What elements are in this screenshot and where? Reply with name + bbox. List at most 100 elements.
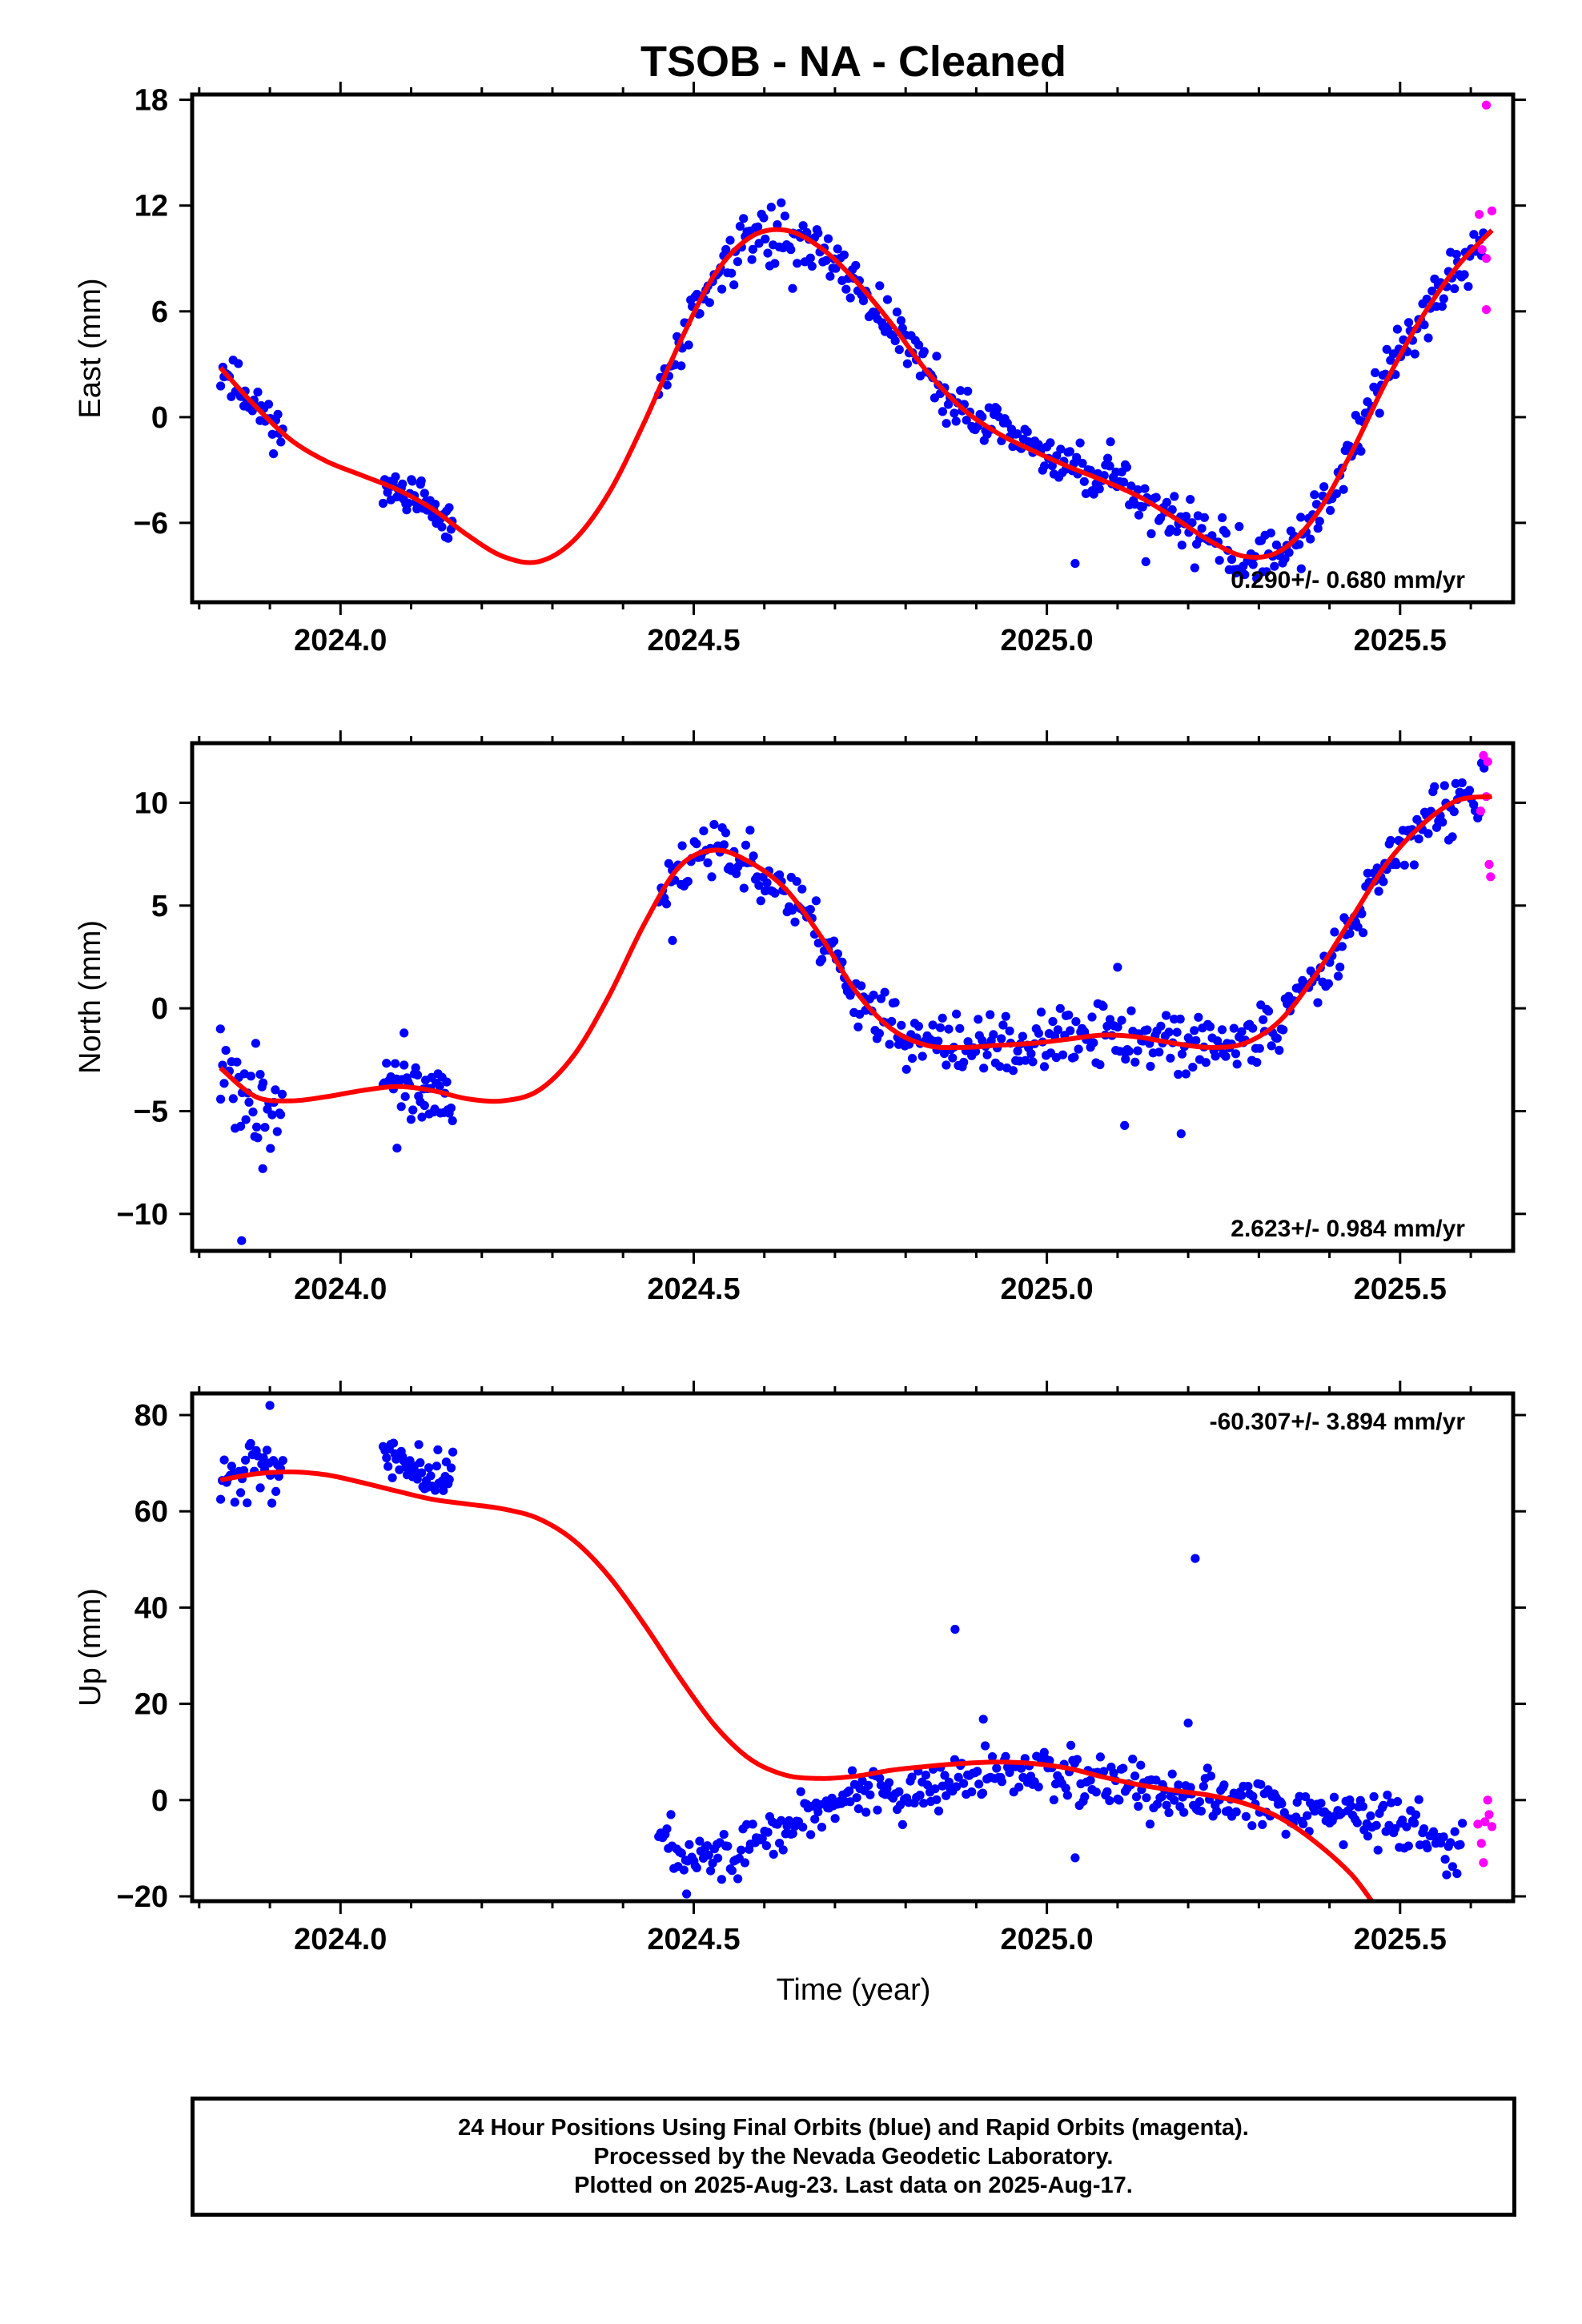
north-final-point	[1191, 1035, 1201, 1045]
north-final-point	[935, 1023, 946, 1032]
up-plot-frame	[190, 1391, 1516, 1904]
north-final-point	[248, 1108, 258, 1117]
up-final-point	[426, 1471, 436, 1481]
up-final-point	[387, 1473, 397, 1482]
up-final-point	[1114, 1795, 1124, 1805]
east-final-point	[793, 259, 802, 268]
north-final-point	[869, 991, 878, 1000]
up-final-point	[1145, 1819, 1155, 1829]
north-final-point	[241, 1115, 251, 1124]
east-final-point	[1422, 294, 1431, 304]
north-final-point	[391, 1059, 400, 1068]
up-final-point	[915, 1791, 925, 1800]
up-y-axis-label: Up (mm)	[74, 1588, 107, 1707]
north-rapid-point	[1476, 806, 1485, 816]
north-final-point	[1357, 909, 1367, 919]
north-final-point	[944, 1024, 954, 1034]
east-final-point	[444, 533, 453, 543]
east-final-point	[1151, 493, 1161, 502]
east-final-point	[1122, 462, 1131, 472]
up-final-point	[216, 1494, 226, 1504]
up-final-point	[1212, 1806, 1222, 1816]
north-final-point	[982, 1050, 992, 1059]
up-final-point	[1393, 1797, 1403, 1807]
east-final-point	[378, 498, 388, 509]
up-final-point	[894, 1787, 904, 1796]
north-final-point	[1121, 1055, 1130, 1064]
east-final-point	[786, 245, 796, 255]
up-final-point	[702, 1841, 713, 1851]
north-final-point	[986, 1010, 995, 1019]
north-final-point	[1175, 1014, 1185, 1024]
north-final-point	[1379, 877, 1388, 887]
north-final-point	[1263, 1007, 1274, 1016]
up-final-point	[1206, 1771, 1216, 1781]
east-final-point	[773, 220, 782, 230]
north-final-point	[1064, 1010, 1074, 1020]
north-final-point	[1330, 927, 1339, 937]
north-final-point	[435, 1081, 444, 1091]
north-final-point	[1457, 778, 1467, 788]
up-final-point	[1099, 1767, 1109, 1776]
north-final-point	[1177, 1049, 1187, 1059]
north-final-point	[218, 1060, 227, 1070]
up-final-point	[1403, 1841, 1413, 1851]
north-final-point	[260, 1123, 270, 1132]
north-final-point	[448, 1116, 457, 1126]
east-final-point	[984, 403, 994, 412]
up-final-point	[1049, 1795, 1058, 1805]
up-model-curve	[219, 1469, 1374, 1901]
north-final-point	[1008, 1066, 1018, 1076]
east-final-point	[1056, 444, 1066, 454]
up-final-point	[424, 1463, 434, 1473]
east-final-point	[1331, 489, 1341, 499]
north-final-point	[1201, 1058, 1211, 1068]
east-final-point	[1218, 513, 1227, 523]
east-final-point	[1427, 286, 1437, 296]
up-final-point	[785, 1815, 794, 1826]
north-final-point	[1117, 1015, 1126, 1025]
up-final-point	[679, 1865, 689, 1875]
up-final-point	[775, 1839, 785, 1848]
caption-line-2: Processed by the Nevada Geodetic Laborat…	[593, 2144, 1114, 2169]
up-final-point	[236, 1488, 246, 1498]
east-final-point	[1089, 489, 1098, 499]
east-final-point	[273, 409, 283, 419]
east-final-point	[956, 386, 966, 396]
up-final-point	[1203, 1763, 1212, 1773]
north-y-tick-label: −5	[134, 1096, 168, 1129]
east-final-point	[902, 359, 912, 368]
east-final-point	[919, 347, 929, 356]
north-final-point	[811, 896, 821, 906]
north-plot-frame	[190, 741, 1516, 1253]
north-final-point	[942, 1060, 951, 1070]
up-final-point	[1414, 1795, 1423, 1804]
north-final-point	[749, 851, 758, 861]
up-final-point	[383, 1462, 393, 1471]
east-final-point	[831, 263, 841, 273]
east-final-point	[1450, 283, 1460, 294]
north-final-point	[1399, 860, 1409, 870]
north-final-point	[1154, 1047, 1164, 1057]
up-final-point	[1174, 1780, 1183, 1790]
north-final-point	[266, 1144, 275, 1153]
north-final-point	[219, 1079, 229, 1088]
east-final-point	[890, 336, 900, 346]
east-final-point	[807, 261, 817, 271]
up-rapid-point	[1484, 1810, 1494, 1819]
north-final-point	[661, 899, 672, 909]
north-x-ticks	[198, 730, 1472, 1264]
up-final-point	[1001, 1751, 1010, 1761]
east-final-point	[825, 271, 835, 281]
up-final-point	[1066, 1740, 1076, 1750]
north-final-point	[1001, 1011, 1010, 1021]
north-final-point	[1156, 1021, 1166, 1031]
east-final-point	[263, 400, 274, 409]
up-final-point	[865, 1790, 875, 1799]
up-final-point	[230, 1498, 239, 1507]
north-final-point	[754, 881, 764, 891]
up-y-tick-label: 20	[135, 1688, 168, 1722]
up-final-point	[1014, 1783, 1024, 1792]
figure-title: TSOB - NA - Cleaned	[640, 38, 1066, 86]
north-final-point	[1414, 834, 1423, 844]
